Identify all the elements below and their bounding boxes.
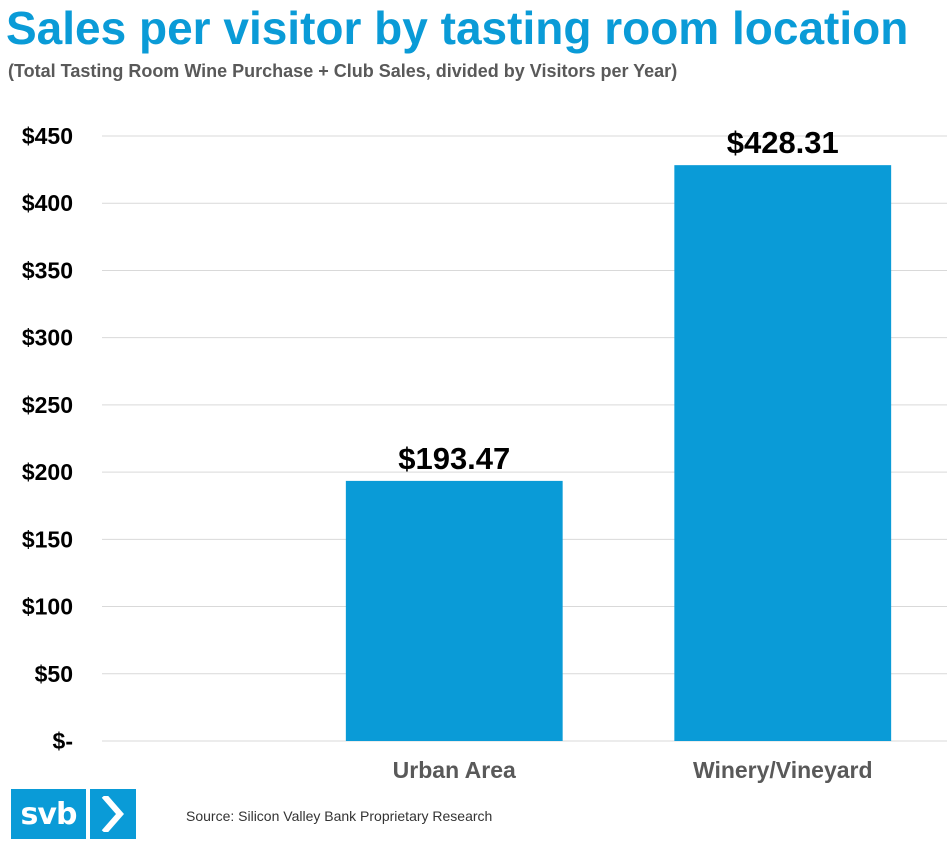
data-label: $428.31 <box>727 125 839 160</box>
y-tick-label: $400 <box>22 190 73 216</box>
source-note: Source: Silicon Valley Bank Proprietary … <box>186 808 493 824</box>
x-category-label: Urban Area <box>393 757 516 783</box>
data-labels: $193.47 $428.31 <box>398 125 839 476</box>
y-tick-label: $50 <box>35 661 73 687</box>
bar-chart: $- $50 $100 $150 $200 $250 $300 $350 $400 $450 $1… <box>22 123 947 783</box>
y-axis-ticks: $- $50 $100 $150 $200 $250 $300 $350 $400 $450 <box>22 123 73 754</box>
bar <box>345 480 563 741</box>
y-tick-label: $300 <box>22 325 73 351</box>
bars <box>345 165 892 741</box>
y-tick-label: $450 <box>22 123 73 149</box>
y-tick-label: $250 <box>22 392 73 418</box>
svb-logo: svb <box>11 789 136 839</box>
x-axis-categories: Urban Area Winery/Vineyard <box>393 757 873 783</box>
chevron-right-icon <box>90 789 136 839</box>
logo-wordmark: svb <box>11 789 86 839</box>
y-tick-label: $350 <box>22 257 73 283</box>
y-tick-label: $- <box>53 728 73 754</box>
bar <box>674 165 892 741</box>
x-category-label: Winery/Vineyard <box>693 757 873 783</box>
y-tick-label: $200 <box>22 459 73 485</box>
chart-title: Sales per visitor by tasting room locati… <box>6 2 909 54</box>
y-tick-label: $100 <box>22 594 73 620</box>
y-tick-label: $150 <box>22 526 73 552</box>
data-label: $193.47 <box>398 441 510 476</box>
chart-subtitle: (Total Tasting Room Wine Purchase + Club… <box>8 61 678 81</box>
